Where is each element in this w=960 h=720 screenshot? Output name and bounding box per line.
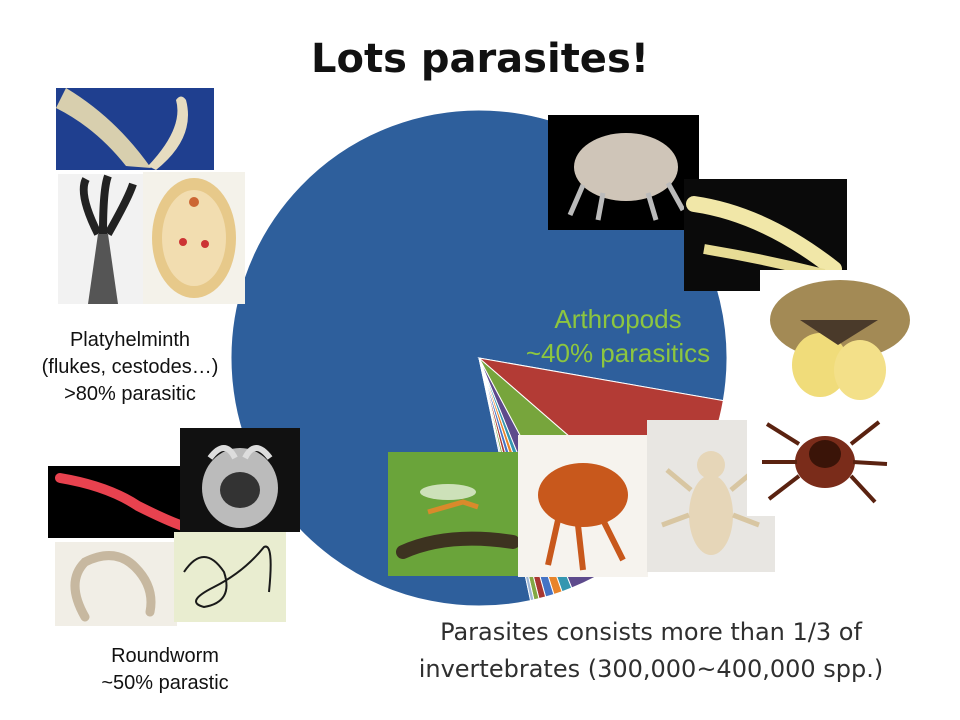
arthropods-label-line1: Arthropods — [554, 304, 682, 334]
platyhelminth-label-line1: Platyhelminth — [69, 329, 191, 351]
liver-fluke-photo — [143, 172, 245, 304]
roundworm-label-line2: ~50% parastic — [101, 672, 229, 694]
fluke-scolex-photo — [58, 174, 148, 304]
caption-line1: Parasites consists more than 1/3 of — [440, 618, 862, 646]
arthropods-label: Arthropods ~40% parasitics — [478, 303, 758, 371]
thin-roundworm-photo — [174, 532, 286, 622]
crab-barnacle-photo — [760, 270, 918, 410]
platyhelminth-label-line3: >80% parasitic — [64, 383, 196, 405]
caption-line2: invertebrates (300,000~400,000 spp.) — [418, 655, 884, 684]
hookworm-mouth-photo — [180, 428, 300, 532]
platyhelminth-label-line2: (flukes, cestodes…) — [41, 356, 219, 378]
red-worm-photo — [48, 466, 190, 538]
slide-title: Lots parasites! — [311, 36, 649, 82]
tick-photo — [747, 404, 895, 516]
roundworm-label-line1: Roundworm — [111, 645, 219, 667]
arthropods-label-line2: ~40% parasitics — [525, 337, 711, 368]
tapeworm-photo — [56, 88, 214, 170]
parasitoid-wasp-photo — [388, 452, 523, 576]
roundworm-label: Roundworm ~50% parastic — [40, 643, 290, 697]
pale-roundworm-photo — [55, 542, 177, 626]
platyhelminth-label: Platyhelminth (flukes, cestodes…) >80% p… — [0, 327, 260, 408]
flea-photo — [518, 435, 648, 577]
isopod-photo — [548, 115, 699, 230]
caption: Parasites consists more than 1/3 of inve… — [386, 614, 916, 688]
